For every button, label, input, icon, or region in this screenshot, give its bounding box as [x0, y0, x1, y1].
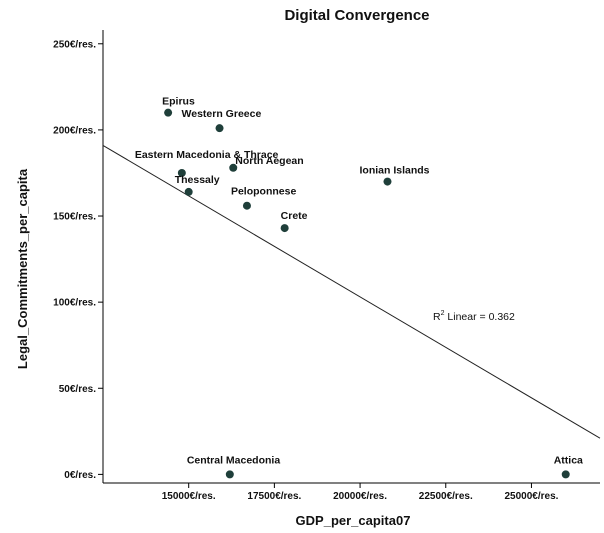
r-squared-base: R	[433, 311, 441, 323]
y-tick-label: 0€/res.	[64, 470, 96, 481]
x-axis-title: GDP_per_capita07	[296, 513, 411, 528]
chart-title: Digital Convergence	[284, 7, 429, 24]
data-point	[215, 124, 224, 133]
point-label: Central Macedonia	[187, 454, 281, 466]
point-label: Epirus	[162, 96, 195, 108]
point-label: North Aegean	[235, 155, 303, 167]
data-point	[229, 163, 238, 172]
r-squared-sup: 2	[441, 310, 445, 317]
point-label: Attica	[554, 454, 583, 466]
r-squared-text: Linear = 0.362	[445, 311, 516, 323]
point-label: Western Greece	[182, 108, 262, 120]
data-points	[164, 108, 570, 479]
point-label: Peloponnese	[231, 186, 297, 198]
y-tick-label: 250€/res.	[53, 39, 96, 50]
point-label: Thessaly	[175, 174, 220, 186]
y-axis-title: Legal_Commitments_per_capita	[15, 168, 30, 369]
x-tick-label: 17500€/res.	[247, 491, 301, 502]
y-tick-label: 150€/res.	[53, 212, 96, 223]
data-point	[164, 108, 173, 117]
x-tick-label: 25000€/res.	[504, 491, 558, 502]
y-tick-label: 100€/res.	[53, 298, 96, 309]
y-tick-label: 50€/res.	[59, 384, 96, 395]
regression-line	[102, 144, 601, 439]
data-point	[177, 168, 186, 177]
fit-line-group	[102, 144, 601, 439]
data-point	[280, 224, 289, 233]
x-tick-label: 15000€/res.	[162, 491, 216, 502]
point-label: Crete	[281, 210, 308, 222]
x-tick-label: 20000€/res.	[333, 491, 387, 502]
point-label: Eastern Macedonia & Thrace	[135, 149, 279, 161]
x-tick-label: 22500€/res.	[419, 491, 473, 502]
data-point	[184, 187, 193, 196]
data-point	[561, 470, 570, 479]
data-point	[383, 177, 392, 186]
data-point	[242, 201, 251, 210]
data-point	[225, 470, 234, 479]
y-tick-label: 200€/res.	[53, 125, 96, 136]
r-squared-annotation: R2 Linear = 0.362	[433, 310, 515, 323]
point-label: Ionian Islands	[359, 165, 429, 177]
axes: 0€/res. 50€/res. 100€/res. 150€/res. 200€/re…	[53, 30, 600, 502]
